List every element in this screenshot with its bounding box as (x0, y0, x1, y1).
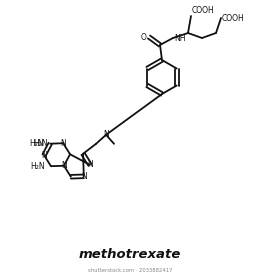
Text: methotrexate: methotrexate (79, 249, 181, 262)
Text: N: N (87, 160, 93, 169)
Text: H₂N: H₂N (30, 162, 45, 171)
Text: H₂N: H₂N (30, 139, 44, 148)
Text: COOH: COOH (222, 13, 245, 22)
Text: N: N (61, 161, 67, 170)
Text: shutterstock.com · 2033882417: shutterstock.com · 2033882417 (88, 267, 172, 272)
Text: N: N (60, 139, 66, 148)
Text: N: N (81, 172, 87, 181)
Text: O: O (141, 32, 147, 41)
Text: H₂N: H₂N (34, 139, 48, 148)
Text: N: N (41, 151, 47, 160)
Text: NH: NH (174, 34, 185, 43)
Text: COOH: COOH (192, 6, 215, 15)
Text: N: N (103, 130, 109, 139)
